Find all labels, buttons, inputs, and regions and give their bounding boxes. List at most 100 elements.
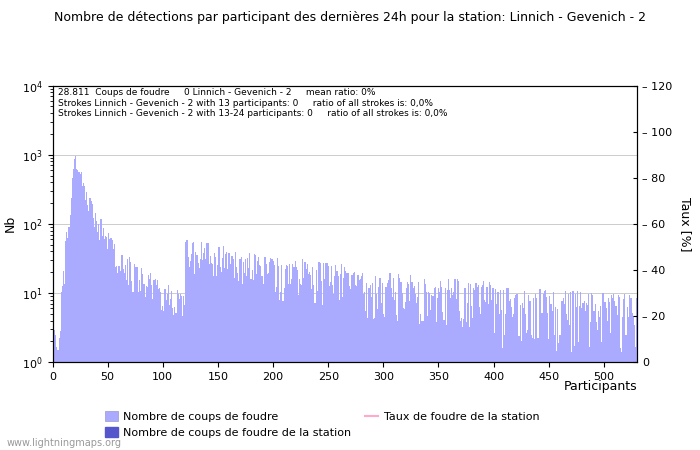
Bar — [92, 204, 93, 450]
Bar — [328, 266, 329, 450]
Bar — [626, 307, 628, 450]
Bar — [578, 342, 579, 450]
Bar — [555, 307, 556, 450]
Bar — [98, 224, 99, 450]
Bar — [340, 274, 341, 450]
Bar — [210, 256, 211, 450]
Bar — [232, 256, 233, 450]
Bar — [61, 292, 62, 450]
Bar — [513, 314, 514, 450]
Bar — [193, 242, 194, 450]
Bar — [622, 317, 623, 450]
Bar — [279, 300, 280, 450]
Bar — [246, 276, 247, 450]
Bar — [162, 306, 163, 450]
Bar — [569, 325, 570, 450]
Bar — [218, 247, 220, 450]
Bar — [57, 351, 59, 450]
Bar — [547, 313, 548, 450]
Y-axis label: Nb: Nb — [4, 215, 16, 233]
Bar — [527, 330, 528, 450]
Bar — [163, 311, 164, 450]
Bar — [116, 266, 117, 450]
Bar — [425, 284, 426, 450]
Bar — [288, 284, 289, 450]
Bar — [469, 327, 470, 450]
Bar — [141, 268, 142, 450]
Bar — [190, 261, 191, 450]
Bar — [180, 294, 181, 450]
Bar — [412, 288, 414, 450]
Y-axis label: Taux [%]: Taux [%] — [678, 197, 692, 251]
Bar — [386, 287, 387, 450]
Bar — [189, 267, 190, 450]
Bar — [406, 288, 407, 450]
Bar — [594, 304, 596, 450]
Bar — [439, 292, 440, 450]
Bar — [532, 338, 533, 450]
Bar — [132, 292, 134, 450]
Bar — [236, 267, 237, 450]
Bar — [563, 298, 564, 450]
Bar — [329, 286, 330, 450]
Bar — [284, 288, 285, 450]
Bar — [164, 289, 165, 450]
Bar — [588, 294, 589, 450]
Bar — [181, 296, 182, 450]
Bar — [610, 333, 611, 450]
Bar — [204, 248, 205, 450]
Bar — [233, 259, 234, 450]
Bar — [83, 183, 84, 450]
Bar — [182, 316, 183, 450]
Bar — [249, 253, 251, 450]
Bar — [356, 286, 358, 450]
Bar — [65, 241, 66, 450]
Bar — [282, 301, 284, 450]
Bar — [109, 238, 111, 450]
Bar — [545, 289, 546, 450]
Bar — [523, 308, 524, 450]
Bar — [148, 275, 149, 450]
Bar — [525, 314, 526, 450]
Bar — [621, 352, 622, 450]
Bar — [463, 319, 464, 450]
Bar — [144, 284, 145, 450]
Bar — [531, 335, 532, 450]
Bar — [484, 300, 485, 450]
Bar — [320, 263, 321, 450]
Legend: Nombre de coups de foudre, Nombre de coups de foudre de la station, Taux de foud: Nombre de coups de foudre, Nombre de cou… — [100, 407, 544, 442]
Bar — [464, 288, 466, 450]
Bar — [78, 171, 80, 450]
Bar — [205, 259, 206, 450]
Bar — [316, 291, 318, 450]
Bar — [516, 294, 517, 450]
Bar — [608, 298, 609, 450]
Bar — [529, 301, 531, 450]
Bar — [374, 318, 375, 450]
Bar — [602, 293, 603, 450]
Bar — [447, 290, 448, 450]
Bar — [492, 288, 493, 450]
Bar — [632, 313, 633, 450]
Bar — [228, 253, 230, 450]
Bar — [178, 299, 180, 450]
Bar — [366, 284, 368, 450]
Bar — [363, 294, 364, 450]
Bar — [326, 262, 327, 450]
Bar — [426, 292, 427, 450]
Bar — [355, 285, 356, 450]
Bar — [85, 200, 86, 450]
Bar — [307, 265, 308, 450]
Bar — [64, 284, 65, 450]
Bar — [120, 270, 121, 450]
Bar — [483, 280, 484, 450]
Bar — [149, 279, 150, 450]
Bar — [276, 287, 277, 450]
Bar — [598, 311, 599, 450]
Bar — [556, 351, 557, 450]
Bar — [115, 267, 116, 450]
Bar — [461, 319, 462, 450]
Bar — [619, 297, 620, 450]
Bar — [220, 272, 222, 450]
Bar — [399, 278, 400, 450]
